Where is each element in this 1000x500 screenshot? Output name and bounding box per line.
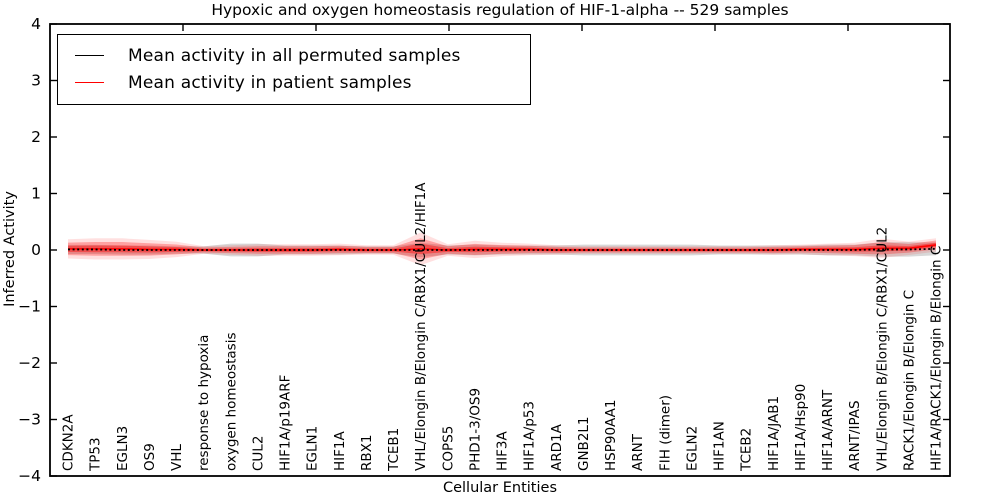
x-tick-label: HIF1A	[332, 431, 348, 471]
x-tick-label: GNB2L1	[576, 416, 592, 471]
x-tick-label: HIF1A/Hsp90	[793, 384, 809, 471]
x-tick-label: HIF1A/ARNT	[820, 389, 836, 471]
permuted-mean-line	[68, 247, 937, 251]
legend-item-permuted: Mean activity in all permuted samples	[74, 42, 514, 69]
x-tick-label: HSP90AA1	[603, 400, 619, 471]
x-tick-label: VHL/Elongin B/Elongin C/RBX1/CUL2/HIF1A	[413, 182, 429, 471]
permuted-line-swatch	[75, 55, 104, 56]
x-tick-label: RBX1	[359, 435, 375, 471]
y-tick-label: 1	[31, 185, 41, 203]
x-tick-label: EGLN2	[684, 426, 700, 471]
y-tick-label: 3	[31, 72, 41, 90]
x-tick-label: ARNT/IPAS	[847, 400, 863, 471]
y-tick-label: −1	[18, 298, 41, 316]
legend-label-permuted: Mean activity in all permuted samples	[128, 45, 461, 66]
x-tick-label: TP53	[88, 437, 104, 472]
patient-line-swatch	[75, 82, 104, 83]
x-tick-label: TCEB2	[739, 428, 755, 472]
x-tick-label: CDKN2A	[61, 414, 77, 471]
x-tick-label: EGLN1	[305, 426, 321, 471]
x-tick-label: OS9	[142, 443, 158, 471]
x-tick-label: HIF1A/p53	[522, 401, 538, 471]
x-tick-label: COPS5	[440, 426, 456, 471]
x-tick-label: EGLN3	[115, 426, 131, 471]
y-tick-label: −2	[18, 354, 41, 372]
x-tick-label: HIF1AN	[712, 421, 728, 471]
x-axis-label: Cellular Entities	[442, 480, 558, 496]
legend-item-patient: Mean activity in patient samples	[74, 69, 514, 96]
x-tick-label: VHL	[169, 444, 185, 471]
x-tick-label: response to hypoxia	[196, 335, 212, 471]
x-tick-label: ARD1A	[549, 423, 565, 471]
x-tick-label: PHD1-3/OS9	[467, 388, 483, 471]
x-tick-label: VHL/Elongin B/Elongin C/RBX1/CUL2	[874, 227, 890, 471]
x-tick-label: HIF1A/RACK1/Elongin B/Elongin C	[929, 246, 945, 471]
x-tick-label: HIF3A	[495, 431, 511, 471]
x-tick-label: HIF1A/JAB1	[766, 396, 782, 471]
y-tick-label: 4	[31, 15, 41, 33]
x-tick-label: ARNT	[630, 433, 646, 471]
y-tick-label: −4	[18, 467, 41, 485]
legend: Mean activity in all permuted samples Me…	[57, 34, 531, 105]
x-tick-label: HIF1A/p19ARF	[278, 375, 294, 471]
chart-title: Hypoxic and oxygen homeostasis regulatio…	[211, 1, 789, 19]
y-tick-label: 0	[31, 241, 41, 259]
patient-spread-band-inner	[68, 242, 936, 255]
x-tick-label: TCEB1	[386, 428, 402, 472]
legend-label-patient: Mean activity in patient samples	[128, 72, 412, 93]
x-tick-label: oxygen homeostasis	[223, 333, 239, 472]
x-tick-label: CUL2	[250, 436, 266, 471]
y-tick-label: −3	[18, 411, 41, 429]
x-tick-label: FIH (dimer)	[657, 395, 673, 471]
x-tick-label: RACK1/Elongin B/Elongin C	[901, 290, 917, 471]
y-tick-label: 2	[31, 128, 41, 146]
